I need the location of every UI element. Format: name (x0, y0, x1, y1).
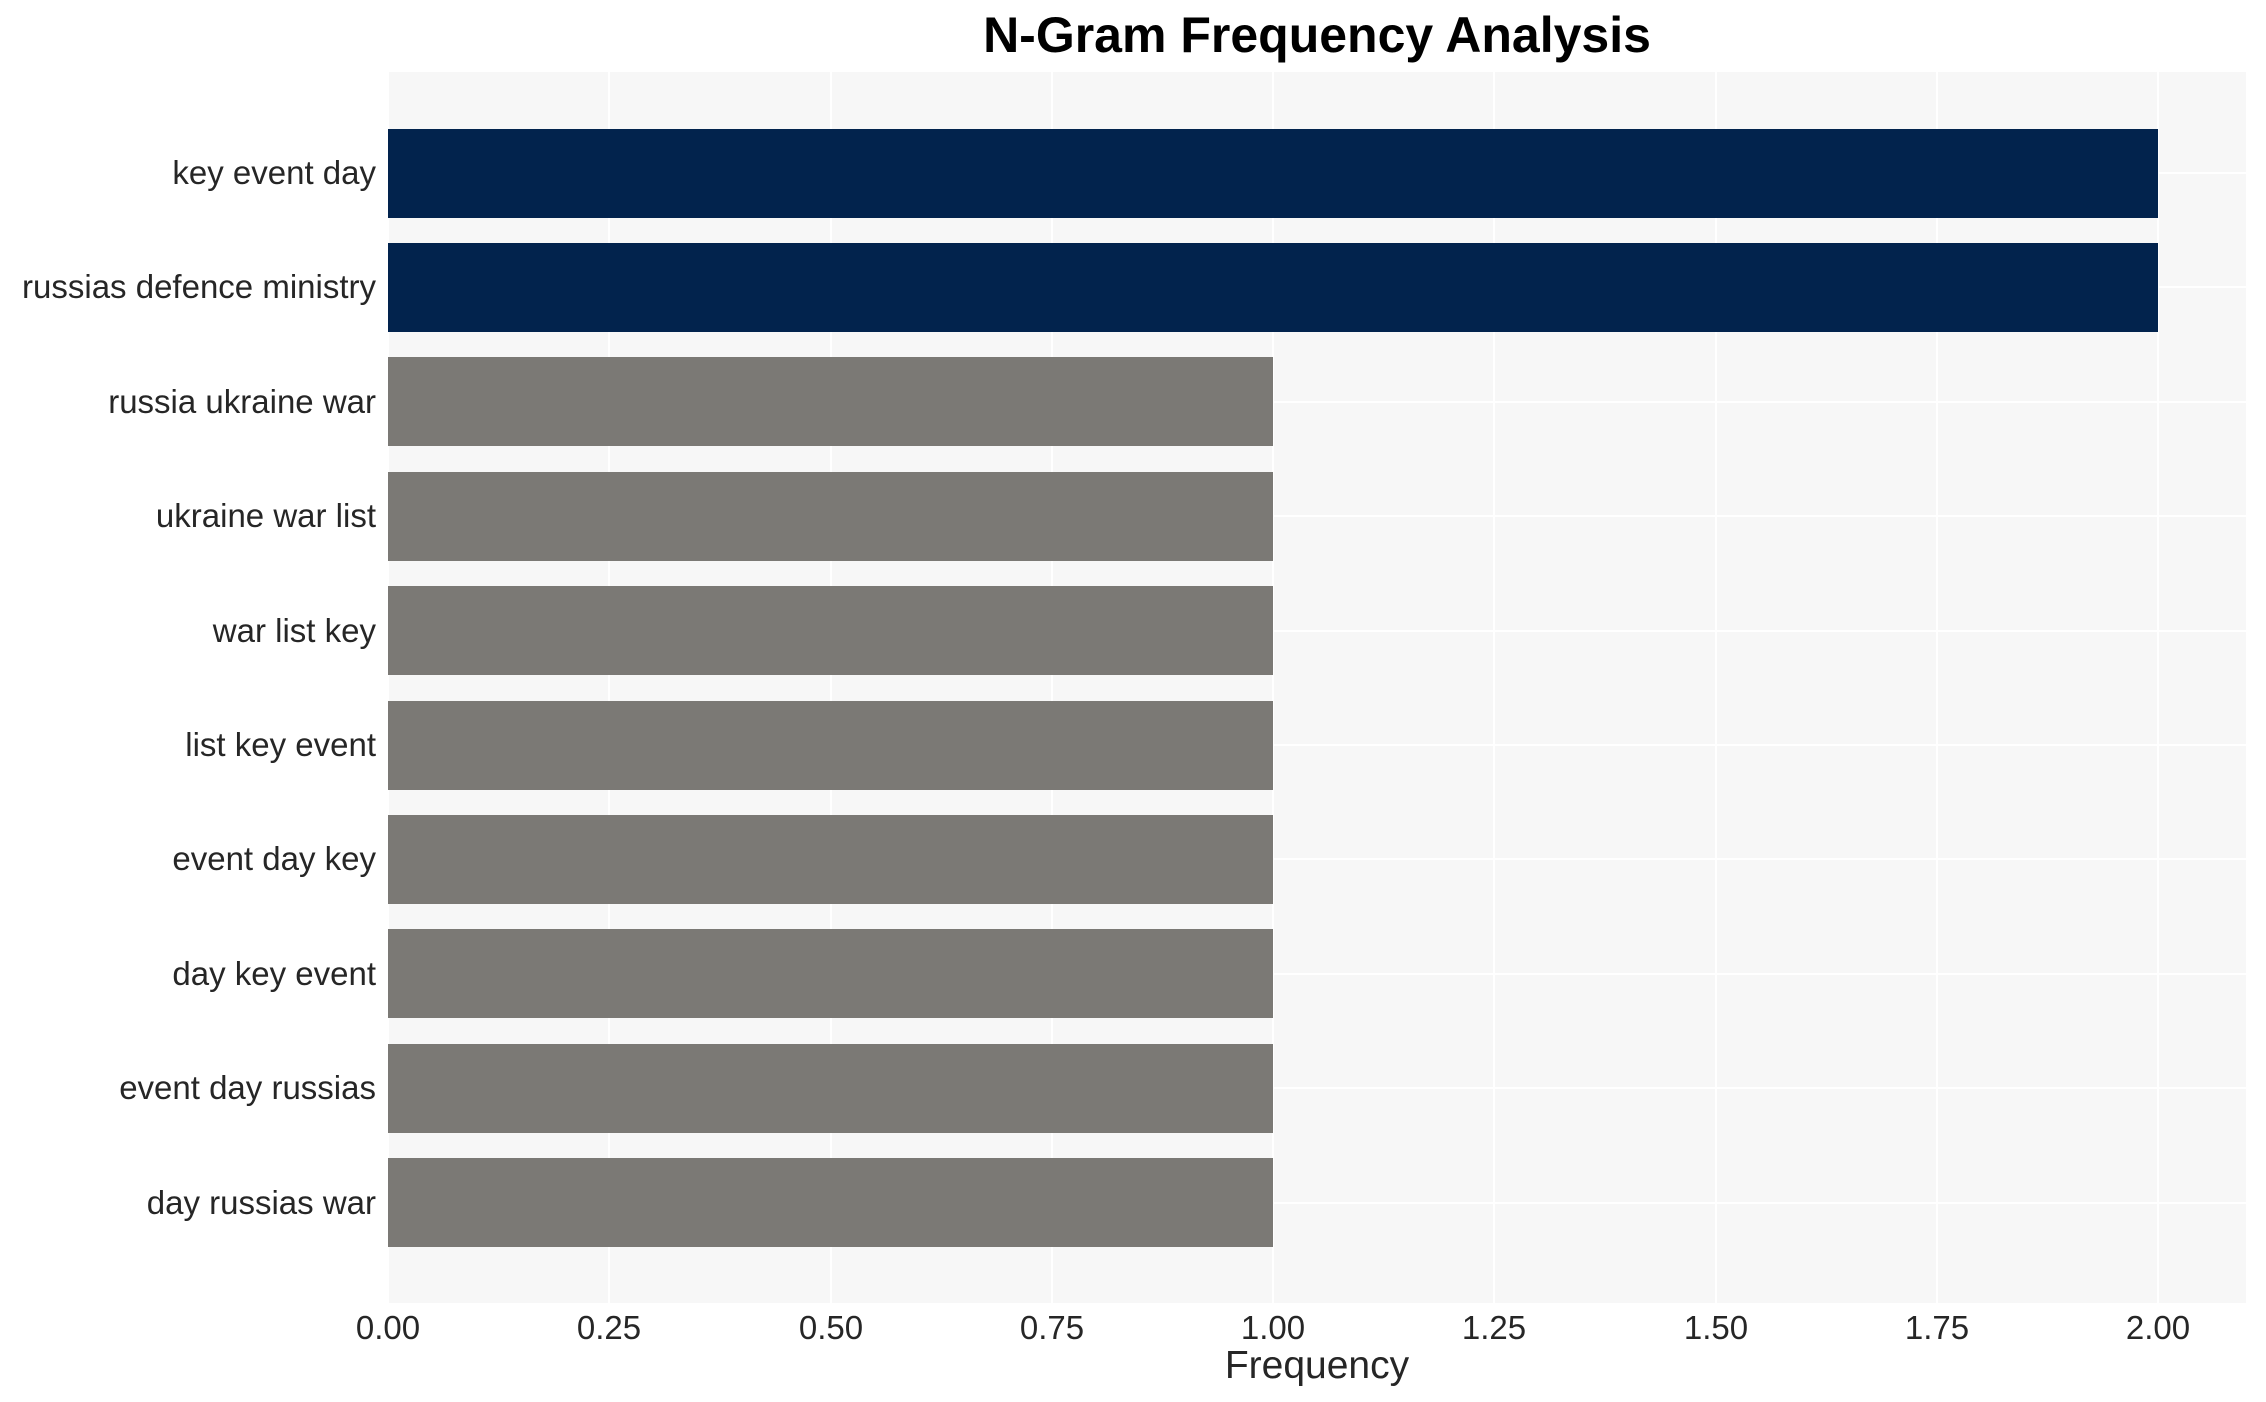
bar (388, 1044, 1273, 1133)
x-tick-label: 1.50 (1683, 1309, 1749, 1346)
v-gridline (1936, 72, 1938, 1303)
y-tick-label: day key event (172, 955, 376, 992)
v-gridline (1493, 72, 1495, 1303)
bar (388, 129, 2158, 218)
plot-area (387, 72, 2246, 1303)
bar (388, 929, 1273, 1018)
bar (388, 472, 1273, 561)
x-tick-label: 1.25 (1461, 1309, 1527, 1346)
x-tick-label: 2.00 (2125, 1309, 2191, 1346)
y-tick-label: event day key (172, 840, 376, 877)
y-tick-label: key event day (172, 154, 376, 191)
bar (388, 701, 1273, 790)
h-gridline (388, 973, 2246, 975)
bar (388, 243, 2158, 332)
v-gridline (608, 72, 610, 1303)
x-tick-label: 1.00 (1240, 1309, 1306, 1346)
v-gridline (387, 72, 389, 1303)
h-gridline (388, 858, 2246, 860)
x-tick-label: 0.25 (576, 1309, 642, 1346)
x-tick-label: 1.75 (1904, 1309, 1970, 1346)
h-gridline (388, 744, 2246, 746)
y-tick-label: ukraine war list (155, 497, 376, 534)
h-gridline (388, 515, 2246, 517)
h-gridline (388, 1087, 2246, 1089)
x-tick-label: 0.50 (798, 1309, 864, 1346)
h-gridline (388, 401, 2246, 403)
y-tick-label: russias defence ministry (22, 268, 376, 305)
h-gridline (388, 630, 2246, 632)
bar (388, 815, 1273, 904)
v-gridline (1051, 72, 1053, 1303)
y-tick-label: day russias war (146, 1184, 376, 1221)
bar (388, 357, 1273, 446)
bar (388, 586, 1273, 675)
x-tick-label: 0.00 (355, 1309, 421, 1346)
y-tick-label: event day russias (119, 1069, 376, 1106)
v-gridline (1715, 72, 1717, 1303)
x-tick-label: 0.75 (1019, 1309, 1085, 1346)
x-axis-title: Frequency (1224, 1344, 1410, 1387)
h-gridline (388, 1202, 2246, 1204)
v-gridline (830, 72, 832, 1303)
y-tick-label: war list key (212, 612, 376, 649)
y-tick-label: russia ukraine war (108, 383, 376, 420)
v-gridline (1272, 72, 1274, 1303)
bar (388, 1158, 1273, 1247)
v-gridline (2157, 72, 2159, 1303)
chart-title: N-Gram Frequency Analysis (983, 7, 1651, 63)
y-tick-label: list key event (185, 726, 376, 763)
